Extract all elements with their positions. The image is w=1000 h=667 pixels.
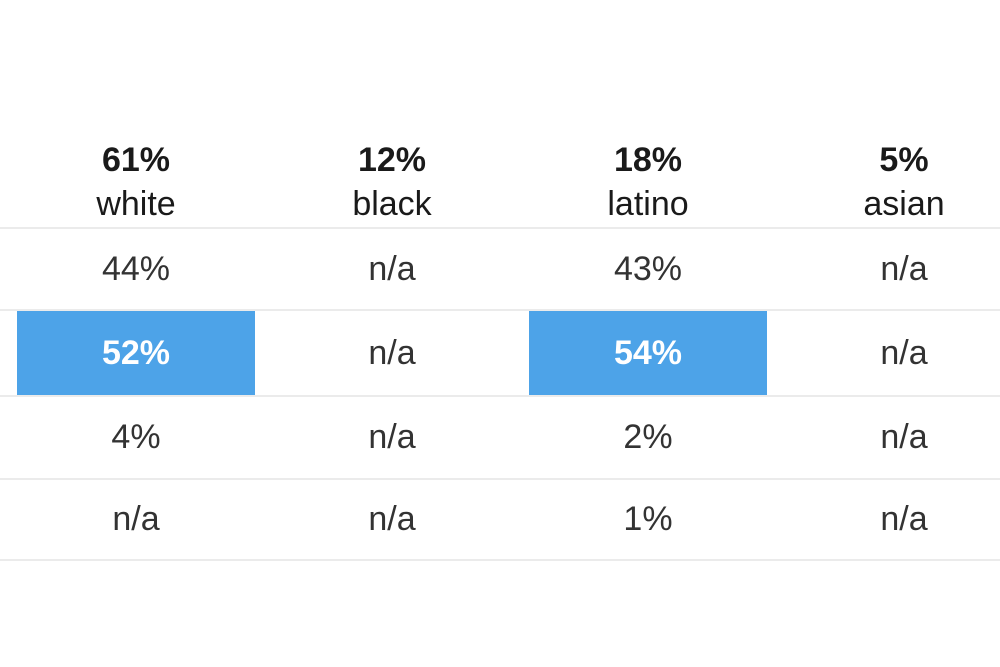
share-value: 18%	[613, 141, 683, 179]
table-cell: 4%	[111, 418, 161, 456]
table-cell: n/a	[368, 249, 416, 288]
table-cell: n/a	[880, 418, 928, 456]
highlighted-cell: 54%	[529, 311, 767, 395]
table-cell: n/a	[368, 418, 416, 456]
table-cell: n/a	[880, 500, 928, 538]
header-row: 61% white 12% black 18% latino 5% asian	[0, 0, 1000, 229]
table-row: 44% n/a 43% n/a	[0, 229, 1000, 311]
table-cell: 44%	[101, 249, 171, 288]
demographics-table: 61% white 12% black 18% latino 5% asian	[0, 0, 1000, 561]
table-cell: n/a	[880, 333, 928, 372]
group-label: black	[352, 185, 432, 223]
table-cell: n/a	[368, 500, 416, 538]
header-cell-latino: 18% latino	[520, 0, 776, 226]
header-cell-black: 12% black	[264, 0, 520, 226]
highlighted-cell: 52%	[17, 311, 255, 395]
table-row-highlighted: 52% n/a 54% n/a	[0, 311, 1000, 397]
table-row: n/a n/a 1% n/a	[0, 480, 1000, 561]
table-cell: 54%	[520, 311, 776, 395]
header-cell-asian: 5% asian	[776, 0, 1000, 226]
table-cell: 1%	[623, 500, 673, 538]
share-value: 12%	[357, 141, 427, 179]
group-label: asian	[863, 185, 945, 223]
table-cell: n/a	[368, 333, 416, 372]
table-cell: 43%	[613, 249, 683, 288]
table-cell: n/a	[880, 249, 928, 288]
table-cell: 2%	[623, 418, 673, 456]
group-label: white	[96, 185, 176, 223]
table-cell: n/a	[112, 500, 160, 538]
header-cell-white: 61% white	[8, 0, 264, 226]
table-row: 4% n/a 2% n/a	[0, 397, 1000, 480]
table-cell: 52%	[8, 311, 264, 395]
share-value: 61%	[101, 141, 171, 179]
group-label: latino	[607, 185, 689, 223]
share-value: 5%	[879, 141, 929, 179]
